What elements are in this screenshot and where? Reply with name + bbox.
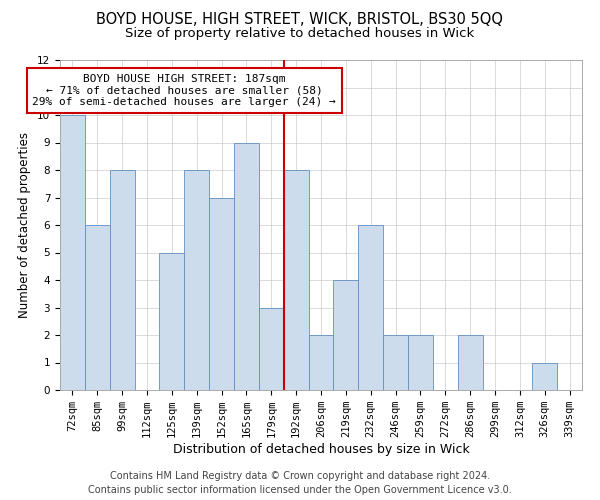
Bar (234, 142, 259, 390)
Bar (259, 308, 284, 390)
Y-axis label: Number of detached properties: Number of detached properties (19, 132, 31, 318)
Bar (408, 335, 433, 390)
Bar (209, 198, 234, 390)
Bar (60, 115, 85, 390)
X-axis label: Distribution of detached houses by size in Wick: Distribution of detached houses by size … (173, 443, 469, 456)
Text: BOYD HOUSE HIGH STREET: 187sqm
← 71% of detached houses are smaller (58)
29% of : BOYD HOUSE HIGH STREET: 187sqm ← 71% of … (32, 74, 336, 107)
Text: BOYD HOUSE, HIGH STREET, WICK, BRISTOL, BS30 5QQ: BOYD HOUSE, HIGH STREET, WICK, BRISTOL, … (97, 12, 503, 28)
Bar (458, 335, 482, 390)
Text: Contains HM Land Registry data © Crown copyright and database right 2024.
Contai: Contains HM Land Registry data © Crown c… (88, 471, 512, 495)
Bar (160, 252, 184, 390)
Bar (284, 170, 308, 390)
Bar (383, 335, 408, 390)
Bar (85, 225, 110, 390)
Text: Size of property relative to detached houses in Wick: Size of property relative to detached ho… (125, 28, 475, 40)
Bar (184, 170, 209, 390)
Bar (308, 335, 334, 390)
Bar (334, 280, 358, 390)
Bar (110, 170, 134, 390)
Bar (358, 225, 383, 390)
Bar (532, 362, 557, 390)
